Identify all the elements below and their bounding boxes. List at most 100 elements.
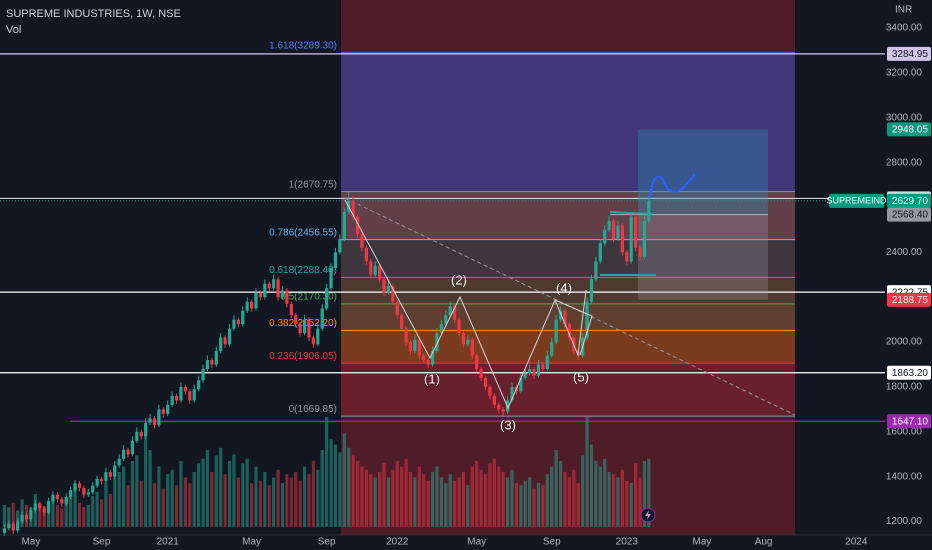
volume-bar [161,488,165,527]
candle-body [545,355,549,370]
candle-body [642,220,647,257]
volume-bar [307,474,311,527]
candle-body [64,496,68,504]
volume-bar [179,461,183,527]
volume-bar [417,466,421,527]
candle-body [616,225,620,239]
volume-bar [144,428,148,527]
candle-body [38,503,42,509]
candle-body [316,328,320,345]
candle-body [351,200,355,217]
candle-body [33,503,37,511]
volume-bar [192,472,196,527]
candle-body [69,490,73,497]
candle-body [91,485,95,493]
volume-bar [369,474,373,527]
wave-label: (5) [573,369,589,384]
candle-body [210,360,214,365]
candle-body [272,279,276,289]
y-tick-label: 3200.00 [886,68,923,79]
price-label-box [887,207,931,222]
volume-bar [576,483,580,527]
candle-body [95,478,99,486]
volume-bar [373,477,377,527]
candle-body [24,514,29,520]
volume-bar [219,447,223,527]
volume-bar [316,469,320,527]
y-tick-label: 1600.00 [886,426,923,437]
volume-bar [245,458,249,527]
volume-bar [629,483,633,527]
volume-bar [581,455,585,527]
candle-body [170,395,174,405]
volume-bar [152,483,157,527]
volume-bar [519,485,523,527]
volume-bar [82,507,86,527]
candle-body [139,431,143,437]
candle-body [183,386,187,392]
candle-body [475,355,479,370]
x-tick-label: May [692,537,711,548]
volume-bar [461,472,466,527]
volume-bar [329,439,333,527]
wave-triangle [554,299,593,356]
volume-bar [338,452,342,527]
candle-body [16,521,20,531]
candle-body [166,404,170,414]
axes: 3400.00 3200.00 3000.00 2800.00 2400.00 2000.… [21,23,931,548]
candle-body [611,220,616,239]
candle-body [510,386,514,401]
volume-bar [139,480,143,527]
candle-body [558,310,563,320]
volume-bar [625,480,629,527]
volume-bar [280,483,285,527]
candle-body [152,418,157,426]
candle-body [598,243,602,262]
candle-body [519,377,523,392]
candle-body [629,216,633,262]
x-tick-label: 2022 [386,537,409,548]
y-tick-label: 1800.00 [886,382,923,393]
price-label: 3284.95 [892,49,929,60]
candle-body [174,395,179,401]
volume-bar [598,466,602,527]
candle-body [391,286,395,302]
price-label-box [887,365,931,380]
y-tick-label: 3400.00 [886,23,923,34]
volume-bar [104,483,108,527]
volume-bar [395,461,399,527]
candle-body [457,319,461,334]
candle-body [276,279,280,298]
volume-bar [197,463,201,527]
hand-drawing [649,173,696,199]
candle-body [29,510,33,520]
wave-label: (2) [451,272,467,287]
price-label: 2948.05 [892,125,929,136]
candle-body [404,328,408,343]
price-label-box [887,122,931,137]
candle-body [638,247,642,257]
volume-bar [342,433,346,527]
volume-bar [541,485,545,527]
volume-bar [272,477,276,527]
indicator-label: Vol [6,24,21,36]
volume-bar [201,458,205,527]
candle-body [466,339,470,345]
volume-bar [258,480,263,527]
volume-bar [294,472,298,527]
candle-body [126,449,130,455]
candle-body [501,409,505,412]
volume-bar [616,477,620,527]
y-tick-label: 1200.00 [886,516,923,527]
volume-bar [311,461,315,527]
candle-body [382,279,386,293]
candle-body [594,261,598,280]
candle-body [298,324,302,334]
volume-bar [7,507,11,527]
x-tick-label: May [467,537,486,548]
candle-body [453,306,457,320]
candle-body [223,337,227,345]
candle-body [117,458,121,466]
candle-body [333,252,338,269]
volume-bar [285,474,289,527]
